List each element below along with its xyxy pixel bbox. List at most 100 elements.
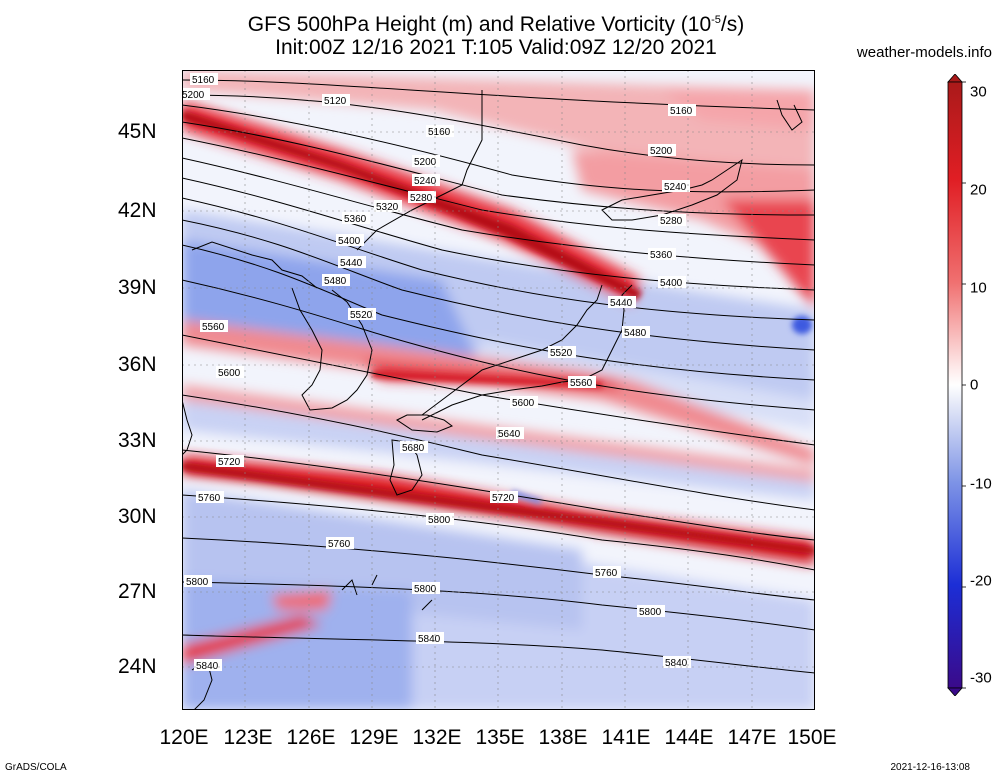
lon-label-138e: 138E	[538, 726, 588, 749]
contour-label: 5360	[342, 212, 370, 225]
colorbar-max-arrow	[947, 74, 963, 83]
plot-frame	[182, 70, 815, 710]
lon-label-123e: 123E	[223, 726, 273, 749]
svg-text:5240: 5240	[664, 182, 687, 193]
contour-5400	[182, 177, 815, 291]
svg-text:5760: 5760	[595, 568, 618, 579]
contour-5840	[182, 634, 815, 674]
contour-label: 5560	[200, 320, 228, 333]
contour-5720	[182, 494, 815, 571]
colorbar-label-20: 20	[970, 181, 987, 199]
svg-text:5760: 5760	[328, 539, 351, 550]
gridlines	[182, 70, 815, 710]
contour-label: 5760	[196, 491, 224, 504]
contour-label: 5800	[637, 605, 665, 618]
contour-label: 5120	[322, 94, 350, 107]
svg-text:5440: 5440	[340, 258, 363, 269]
colorbar	[947, 74, 966, 696]
svg-text:5400: 5400	[660, 278, 683, 289]
contour-label: 5640	[496, 427, 524, 440]
svg-text:5520: 5520	[550, 348, 573, 359]
contour-label: 5800	[426, 513, 454, 526]
svg-text:5160: 5160	[428, 127, 451, 138]
coast-honshu-north	[421, 284, 603, 416]
contour-label: 5160	[190, 73, 218, 86]
svg-text:5840: 5840	[418, 634, 441, 645]
svg-text:5320: 5320	[376, 202, 399, 213]
lat-label-39n: 39N	[118, 276, 157, 299]
colorbar-min-arrow	[947, 687, 963, 696]
map-plot-area: 5160 5200 5120 5160 5200 5240 5280 5320 …	[182, 70, 815, 710]
lat-label-24n: 24N	[118, 655, 157, 678]
svg-text:5720: 5720	[492, 493, 515, 504]
lon-label-150e: 150E	[787, 726, 837, 749]
contour-label: 5400	[658, 276, 686, 289]
contour-label: 5480	[322, 274, 350, 287]
contour-label: 5840	[663, 656, 691, 669]
svg-text:5760: 5760	[198, 493, 221, 504]
lon-label-144e: 144E	[664, 726, 714, 749]
svg-text:5160: 5160	[670, 106, 693, 117]
contour-label: 5400	[336, 234, 364, 247]
lon-label-126e: 126E	[286, 726, 336, 749]
title-superscript: -5	[711, 14, 721, 26]
svg-text:5840: 5840	[196, 661, 219, 672]
footer-credit: GrADS/COLA	[5, 762, 67, 773]
contour-label: 5200	[648, 144, 676, 157]
contour-label: 5800	[412, 582, 440, 595]
coast-shikoku	[396, 414, 454, 433]
svg-text:5640: 5640	[498, 429, 521, 440]
contour-5640	[182, 394, 815, 511]
svg-text:5560: 5560	[202, 322, 225, 333]
contour-label: 5280	[408, 191, 436, 204]
coast-korea-north	[191, 241, 318, 289]
colorbar-label-10: 10	[970, 279, 987, 297]
svg-text:5240: 5240	[414, 176, 437, 187]
colorbar-gradient	[947, 81, 963, 689]
contour-5280	[182, 121, 815, 216]
contour-label: 5520	[348, 308, 376, 321]
contour-label: 5320	[374, 200, 402, 213]
contour-5240	[182, 104, 815, 193]
contour-label: 5440	[338, 256, 366, 269]
chart-title-line1: GFS 500hPa Height (m) and Relative Vorti…	[0, 8, 996, 37]
title-tail: /s)	[720, 13, 745, 36]
contour-label: 5720	[216, 455, 244, 468]
lon-label-135e: 135E	[475, 726, 525, 749]
svg-text:5480: 5480	[624, 328, 647, 339]
svg-text:5120: 5120	[324, 96, 347, 107]
contour-label: 5560	[568, 376, 596, 389]
svg-text:5800: 5800	[414, 584, 437, 595]
colorbar-ticks	[962, 81, 966, 689]
contour-label: 5360	[648, 248, 676, 261]
site-name: weather-models.info	[856, 44, 992, 61]
lat-label-42n: 42N	[118, 199, 157, 222]
svg-text:5800: 5800	[639, 607, 662, 618]
contour-5360	[182, 157, 815, 266]
svg-text:5560: 5560	[570, 378, 593, 389]
contour-label: 5160	[426, 125, 454, 138]
contour-label: 5760	[593, 566, 621, 579]
lon-label-129e: 129E	[349, 726, 399, 749]
svg-text:5360: 5360	[650, 250, 673, 261]
colorbar-label-30: 30	[970, 83, 987, 101]
colorbar-label-neg20: -20	[970, 572, 992, 590]
contour-labels: 5160 5200 5120 5160 5200 5240 5280 5320 …	[182, 73, 696, 672]
coast-hokkaido	[601, 158, 743, 221]
contour-label: 5480	[622, 326, 650, 339]
svg-text:5600: 5600	[512, 398, 535, 409]
lon-label-147e: 147E	[727, 726, 777, 749]
colorbar-label-neg30: -30	[970, 669, 992, 687]
contour-5760	[182, 537, 815, 601]
contour-5520	[182, 244, 815, 381]
contour-label: 5280	[658, 214, 686, 227]
coast-korea-peninsula	[291, 287, 373, 411]
vorticity-map: 5160 5200 5120 5160 5200 5240 5280 5320 …	[182, 70, 815, 710]
svg-text:5800: 5800	[428, 515, 451, 526]
coast-primorye	[356, 90, 483, 251]
contour-5600	[182, 334, 815, 446]
svg-text:5680: 5680	[402, 443, 425, 454]
contour-5480	[182, 219, 815, 351]
contour-label: 5600	[510, 396, 538, 409]
lon-label-141e: 141E	[601, 726, 651, 749]
